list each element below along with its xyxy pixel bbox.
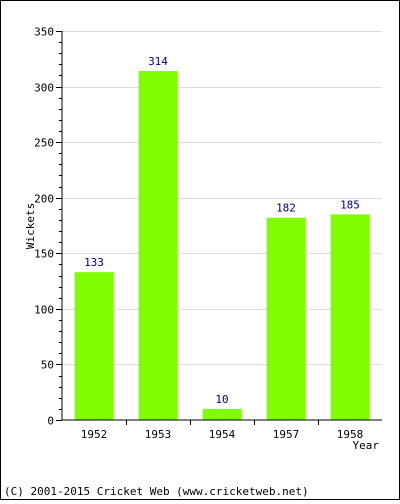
data-label-1954: 10 (215, 393, 228, 406)
bars (74, 71, 370, 421)
y-tick-label-100: 100 (34, 304, 54, 317)
bar-1954 (202, 408, 242, 420)
y-tick-label-50: 50 (41, 359, 54, 372)
bar-1953 (138, 71, 178, 421)
data-label-1952: 133 (84, 256, 104, 269)
y-tick-label-250: 250 (34, 137, 54, 150)
x-tick-label-1958: 1958 (337, 428, 364, 441)
x-tick-label-1952: 1952 (81, 428, 108, 441)
x-tick-label-1954: 1954 (209, 428, 236, 441)
data-label-1957: 182 (276, 202, 296, 215)
x-tick-label-1957: 1957 (273, 428, 300, 441)
copyright-footer: (C) 2001-2015 Cricket Web (www.cricketwe… (4, 485, 309, 498)
y-tick-label-350: 350 (34, 26, 54, 39)
y-tick-label-150: 150 (34, 248, 54, 261)
y-tick-label-200: 200 (34, 193, 54, 206)
bar-1952 (74, 272, 114, 420)
labels: 0 50 100 150 200 250 300 350 133 1952 314 1953 10 195… (34, 26, 363, 442)
bar-1957 (266, 217, 306, 420)
y-tick-label-0: 0 (47, 415, 54, 428)
bar-1958 (330, 214, 370, 420)
y-tick-label-300: 300 (34, 82, 54, 95)
y-axis-title: Wickets (24, 203, 37, 249)
data-label-1958: 185 (340, 198, 360, 211)
axes (61, 31, 382, 421)
data-label-1953: 314 (148, 55, 168, 68)
x-tick-label-1953: 1953 (145, 428, 172, 441)
x-axis-title: Year (353, 439, 380, 452)
